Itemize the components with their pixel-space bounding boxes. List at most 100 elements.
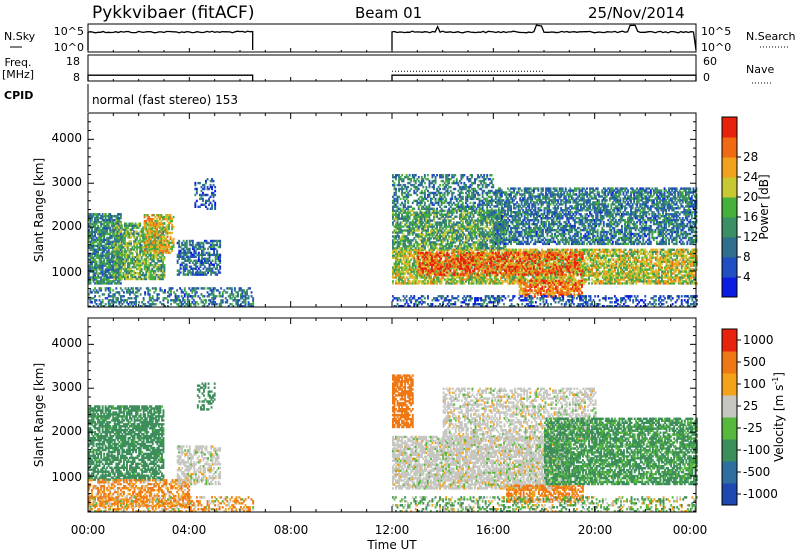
range-cell [148, 231, 151, 235]
range-cell [133, 226, 135, 229]
range-cell [107, 222, 110, 226]
range-cell [151, 277, 154, 281]
range-cell [113, 254, 116, 257]
range-cell [94, 272, 96, 275]
range-cell [149, 273, 152, 277]
range-cell [162, 237, 164, 241]
range-cell [128, 240, 131, 243]
range-cell [114, 222, 117, 225]
range-cell [206, 193, 209, 197]
range-cell [114, 238, 117, 241]
range-cell [95, 280, 98, 283]
range-cell [145, 262, 148, 265]
range-cell [118, 258, 121, 261]
range-cell [171, 287, 174, 290]
range-cell [112, 260, 115, 263]
range-cell [160, 215, 163, 219]
range-cell [107, 226, 110, 230]
range-cell [95, 276, 98, 279]
range-cell [139, 287, 142, 290]
range-cell [124, 260, 126, 263]
range-cell [157, 254, 160, 257]
range-cell [139, 271, 142, 275]
range-cell [116, 221, 119, 224]
range-cell [113, 250, 116, 253]
range-cell [104, 226, 107, 230]
range-cell [146, 237, 149, 241]
range-cell [145, 266, 148, 269]
range-cell [98, 238, 101, 242]
range-cell [160, 264, 163, 267]
range-cell [103, 264, 106, 267]
range-cell [149, 252, 152, 255]
range-cell [152, 223, 155, 227]
range-cell [162, 230, 164, 233]
range-cell [133, 240, 135, 243]
range-cell [119, 244, 122, 247]
freq-strip: Freq. [MHz] 18 8 60 0 Nave [2, 54, 774, 84]
range-cell [146, 214, 149, 217]
range-cell [114, 236, 117, 239]
range-cell [165, 245, 167, 248]
range-cell [106, 258, 109, 261]
range-cell [88, 213, 90, 216]
power-cells [88, 174, 698, 308]
range-cell [130, 275, 132, 279]
range-cell [97, 264, 99, 267]
range-cell [149, 250, 152, 253]
range-cell [91, 268, 93, 271]
range-cell [155, 241, 158, 244]
range-cell [128, 232, 131, 235]
range-cell [185, 239, 188, 243]
range-cell [143, 223, 146, 227]
range-cell [104, 268, 107, 271]
range-cell [145, 223, 148, 227]
range-cell [143, 241, 146, 244]
range-cell [131, 260, 134, 263]
range-cell [160, 254, 163, 257]
range-cell [134, 236, 137, 239]
range-cell [148, 254, 151, 257]
range-cell [163, 234, 166, 237]
range-cell [110, 268, 113, 271]
range-cell [151, 219, 154, 223]
range-cell [220, 287, 223, 290]
range-cell [91, 219, 93, 222]
range-cell [149, 233, 152, 237]
range-cell [112, 280, 115, 283]
range-cell [136, 232, 138, 235]
range-cell [247, 295, 250, 298]
range-cell [131, 252, 134, 255]
range-cell [109, 232, 112, 236]
range-cell [98, 258, 101, 261]
range-cell [109, 240, 112, 244]
range-cell [116, 256, 119, 259]
range-cell [142, 236, 145, 239]
range-cell [157, 233, 160, 237]
range-cell [112, 242, 115, 246]
range-cell [162, 271, 164, 275]
range-cell [162, 266, 164, 269]
range-cell [94, 234, 96, 238]
range-cell [94, 274, 96, 277]
range-cell [155, 249, 158, 252]
range-cell [109, 264, 112, 267]
range-cell [127, 258, 129, 261]
range-cell [120, 236, 123, 239]
range-cell [145, 256, 148, 259]
range-cell [131, 224, 134, 227]
range-cell [125, 224, 128, 227]
range-cell [117, 232, 120, 235]
range-cell [124, 273, 126, 277]
range-cell [131, 254, 134, 257]
range-cell [100, 242, 103, 246]
range-cell [143, 267, 146, 271]
range-cell [160, 239, 163, 242]
range-cell [134, 260, 137, 263]
range-cell [160, 260, 163, 263]
range-cell [98, 256, 101, 259]
range-cell [143, 266, 146, 269]
range-cell [136, 224, 138, 227]
range-cell [140, 277, 143, 281]
range-cell [113, 264, 116, 267]
